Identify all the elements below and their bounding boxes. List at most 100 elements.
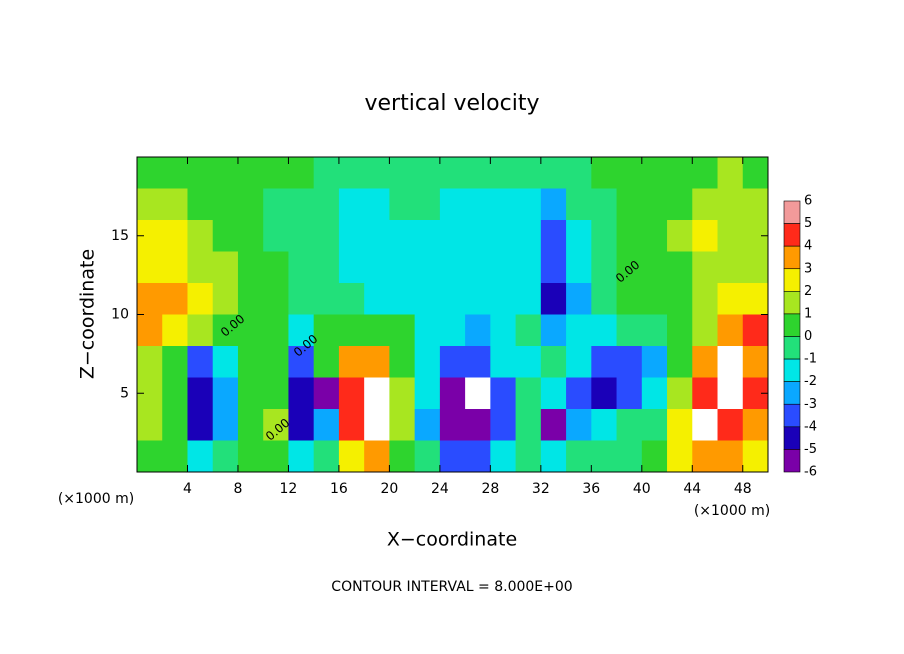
cell — [540, 188, 567, 221]
cell — [364, 409, 390, 441]
footnote: CONTOUR INTERVAL = 8.000E+00 — [331, 579, 572, 595]
cell — [313, 188, 340, 221]
cell — [313, 377, 340, 410]
cell — [692, 346, 719, 378]
x-unit-label: (×1000 m) — [694, 503, 770, 519]
cell — [288, 251, 315, 284]
cell — [162, 440, 188, 473]
cell — [641, 377, 668, 410]
cell — [465, 346, 491, 378]
cell — [465, 440, 491, 473]
chart-title: vertical velocity — [364, 91, 539, 116]
x-tick-label: 32 — [532, 481, 550, 497]
cell — [212, 377, 239, 410]
cell — [515, 251, 542, 284]
x-tick-label: 24 — [431, 481, 449, 497]
colorbar-swatch — [783, 291, 801, 315]
cell — [364, 377, 390, 410]
cell — [490, 440, 517, 473]
cell — [237, 220, 264, 252]
cell — [162, 346, 188, 378]
cell — [641, 157, 668, 189]
cell — [667, 377, 693, 410]
cell — [667, 220, 693, 252]
cell — [742, 283, 769, 315]
colorbar-label: -6 — [804, 465, 817, 480]
cell — [263, 409, 289, 441]
colorbar-swatch — [783, 313, 801, 337]
cell — [237, 251, 264, 284]
x-tick-label: 36 — [582, 481, 600, 497]
cell — [641, 220, 668, 252]
cell — [364, 251, 390, 284]
cell — [212, 157, 239, 189]
cell — [515, 440, 542, 473]
colorbar-label: 2 — [804, 284, 812, 299]
cell — [313, 440, 340, 473]
cell — [288, 283, 315, 315]
cell — [667, 440, 693, 473]
colorbar-swatch — [783, 336, 801, 360]
cell — [263, 283, 289, 315]
cell — [667, 283, 693, 315]
cell — [742, 440, 769, 473]
cell — [263, 220, 289, 252]
cell — [667, 157, 693, 189]
cell — [641, 251, 668, 284]
cell — [414, 314, 441, 347]
cell — [288, 314, 315, 347]
colorbar-swatch — [783, 200, 801, 224]
colorbar-label: 0 — [804, 329, 812, 344]
cell — [566, 314, 592, 347]
cell — [439, 157, 466, 189]
cell — [414, 188, 441, 221]
cell — [187, 157, 214, 189]
cell — [540, 377, 567, 410]
cell — [465, 251, 491, 284]
cell — [465, 314, 491, 347]
cell — [338, 251, 365, 284]
cell — [364, 220, 390, 252]
cell — [263, 157, 289, 189]
cell — [540, 440, 567, 473]
cell — [490, 220, 517, 252]
colorbar-label: -1 — [804, 352, 817, 367]
cell — [389, 251, 416, 284]
cell — [515, 157, 542, 189]
x-unit-label: (×1000 m) — [58, 491, 134, 507]
cell — [566, 440, 592, 473]
colorbar-label: -5 — [804, 442, 817, 457]
cell — [540, 314, 567, 347]
cell — [263, 314, 289, 347]
cell — [591, 377, 618, 410]
cell — [338, 440, 365, 473]
cell — [515, 346, 542, 378]
cell — [137, 314, 163, 347]
cell — [237, 440, 264, 473]
cell — [162, 157, 188, 189]
cell — [515, 220, 542, 252]
cell — [313, 409, 340, 441]
cell — [313, 314, 340, 347]
cell — [414, 251, 441, 284]
colorbar-swatch — [783, 426, 801, 450]
cell — [263, 251, 289, 284]
cell — [338, 409, 365, 441]
cell — [490, 283, 517, 315]
cell — [263, 346, 289, 378]
colorbar-swatch — [783, 449, 801, 473]
cell — [692, 188, 719, 221]
cell — [667, 346, 693, 378]
cell — [591, 346, 618, 378]
cell — [237, 188, 264, 221]
colorbar-swatch — [783, 268, 801, 292]
cell — [212, 251, 239, 284]
cell — [162, 409, 188, 441]
cell — [641, 409, 668, 441]
cell — [465, 377, 491, 410]
cell — [338, 188, 365, 221]
colorbar-label: -3 — [804, 397, 817, 412]
cell — [717, 188, 744, 221]
cell — [742, 314, 769, 347]
